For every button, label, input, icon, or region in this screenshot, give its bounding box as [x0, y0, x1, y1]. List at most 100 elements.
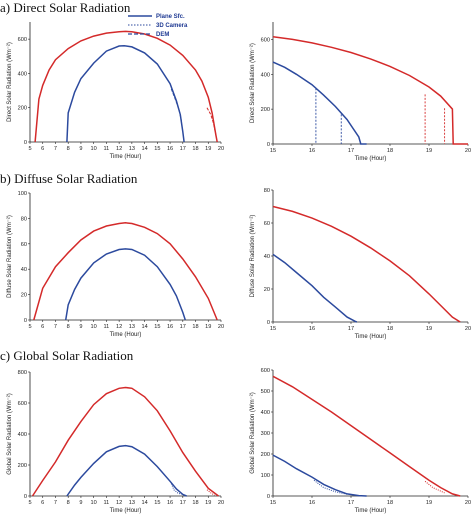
x-tick-label: 19 [426, 148, 432, 154]
x-tick-label: 15 [270, 148, 276, 154]
y-axis-label: Global Solar Radiation (Wm⁻²) [7, 393, 13, 475]
x-tick-label: 16 [309, 500, 315, 506]
legend-label-dem: DEM [156, 32, 169, 38]
series-red-dot-3 [206, 489, 215, 496]
x-tick-label: 10 [91, 500, 97, 506]
y-tick-label: 60 [21, 242, 27, 248]
series-red-solid-0 [31, 386, 219, 497]
x-tick-label: 19 [426, 500, 432, 506]
x-tick-label: 20 [465, 148, 471, 154]
y-tick-label: 0 [267, 494, 270, 500]
x-tick-label: 7 [54, 324, 57, 330]
chart-diffuse-afternoon: 15 16 17 18 19 20 0 20 40 60 80 Time (Hour) Diffuse … [250, 188, 471, 340]
y-tick-label: 20 [264, 287, 270, 293]
series-blue-solid-1 [272, 454, 367, 497]
y-tick-label: 500 [261, 389, 270, 395]
x-tick-label: 17 [180, 324, 186, 330]
y-tick-label: 100 [18, 191, 27, 197]
series-blue-solid-1 [272, 61, 367, 145]
y-tick-label: 40 [21, 267, 27, 273]
legend-label-3d-camera: 3D Camera [156, 23, 188, 29]
y-tick-label: 0 [24, 318, 27, 324]
x-tick-label: 5 [28, 500, 31, 506]
y-tick-label: 400 [18, 432, 27, 438]
x-tick-label: 10 [91, 324, 97, 330]
series-blue-dot-2 [170, 483, 182, 495]
x-tick-label: 14 [141, 146, 147, 152]
x-tick-label: 8 [67, 500, 70, 506]
x-tick-label: 16 [167, 146, 173, 152]
y-axis-label: Diffuse Solar Radiation (Wm⁻²) [7, 215, 13, 298]
series-blue-solid-1 [66, 44, 185, 143]
x-tick-label: 16 [309, 326, 315, 332]
x-tick-label: 17 [180, 146, 186, 152]
chart-global-full-day: 5 6 7 8 9 10 11 12 13 14 15 16 17 18 19 200200400600800… [7, 370, 224, 514]
x-tick-label: 13 [129, 500, 135, 506]
y-tick-label: 400 [18, 71, 27, 77]
series-blue-solid-1 [66, 444, 187, 497]
x-tick-label: 6 [41, 500, 44, 506]
series-red-solid-0 [33, 222, 218, 321]
x-tick-label: 11 [103, 500, 109, 506]
x-axis-label: Time (Hour) [110, 332, 142, 338]
y-axis-label: Direct Solar Radiation (Wm⁻²) [250, 43, 256, 123]
x-tick-label: 17 [348, 148, 354, 154]
x-tick-label: 7 [54, 146, 57, 152]
x-tick-label: 10 [91, 146, 97, 152]
y-tick-label: 60 [264, 221, 270, 227]
x-tick-label: 13 [129, 324, 135, 330]
x-tick-label: 12 [116, 146, 122, 152]
series-blue-solid-1 [272, 253, 358, 323]
y-tick-label: 200 [18, 106, 27, 112]
series-red-solid-0 [34, 30, 218, 143]
series-red-solid-0 [272, 36, 468, 145]
x-tick-label: 15 [270, 326, 276, 332]
series-blue-solid-1 [64, 248, 187, 321]
x-tick-label: 19 [205, 146, 211, 152]
y-tick-label: 200 [261, 107, 270, 113]
y-tick-label: 400 [261, 410, 270, 416]
x-tick-label: 19 [426, 326, 432, 332]
section-title-global: c) Global Solar Radiation [0, 348, 134, 363]
section-title-diffuse: b) Diffuse Solar Radiation [0, 171, 138, 186]
x-tick-label: 18 [387, 326, 393, 332]
y-tick-label: 600 [261, 368, 270, 374]
y-tick-label: 600 [261, 37, 270, 43]
x-tick-label: 20 [218, 146, 224, 152]
x-axis-label: Time (Hour) [355, 156, 387, 162]
x-tick-label: 17 [348, 326, 354, 332]
x-tick-label: 5 [28, 324, 31, 330]
x-tick-label: 6 [41, 146, 44, 152]
series-blue-dot-2 [313, 479, 348, 495]
chart-diffuse-full-day: 5 6 7 8 9 10 11 12 13 14 15 16 17 18 19 20 0 20 40 60 80 100 T… [7, 191, 224, 338]
x-axis-label: Time (Hour) [355, 508, 387, 514]
y-axis-label: Diffuse Solar Radiation (Wm⁻²) [250, 215, 256, 298]
x-tick-label: 14 [141, 324, 147, 330]
x-tick-label: 13 [129, 146, 135, 152]
x-axis-label: Time (Hour) [110, 508, 142, 514]
x-tick-label: 20 [218, 500, 224, 506]
y-tick-label: 200 [261, 452, 270, 458]
x-tick-label: 6 [41, 324, 44, 330]
y-axis-label: Direct Solar Radiation (Wm⁻²) [7, 42, 13, 122]
x-tick-label: 18 [192, 324, 198, 330]
series-red-dot-3 [424, 480, 445, 494]
x-axis-label: Time (Hour) [110, 154, 142, 160]
x-tick-label: 15 [154, 324, 160, 330]
x-tick-label: 19 [205, 324, 211, 330]
y-tick-label: 200 [18, 463, 27, 469]
x-tick-label: 8 [67, 146, 70, 152]
x-tick-label: 16 [167, 500, 173, 506]
y-tick-label: 800 [18, 370, 27, 376]
x-tick-label: 15 [154, 500, 160, 506]
x-tick-label: 16 [309, 148, 315, 154]
y-tick-label: 0 [267, 320, 270, 326]
y-tick-label: 600 [18, 37, 27, 43]
x-tick-label: 5 [28, 146, 31, 152]
x-tick-label: 9 [79, 146, 82, 152]
series-red-solid-0 [272, 205, 461, 323]
series-red-dash-2 [206, 107, 217, 136]
